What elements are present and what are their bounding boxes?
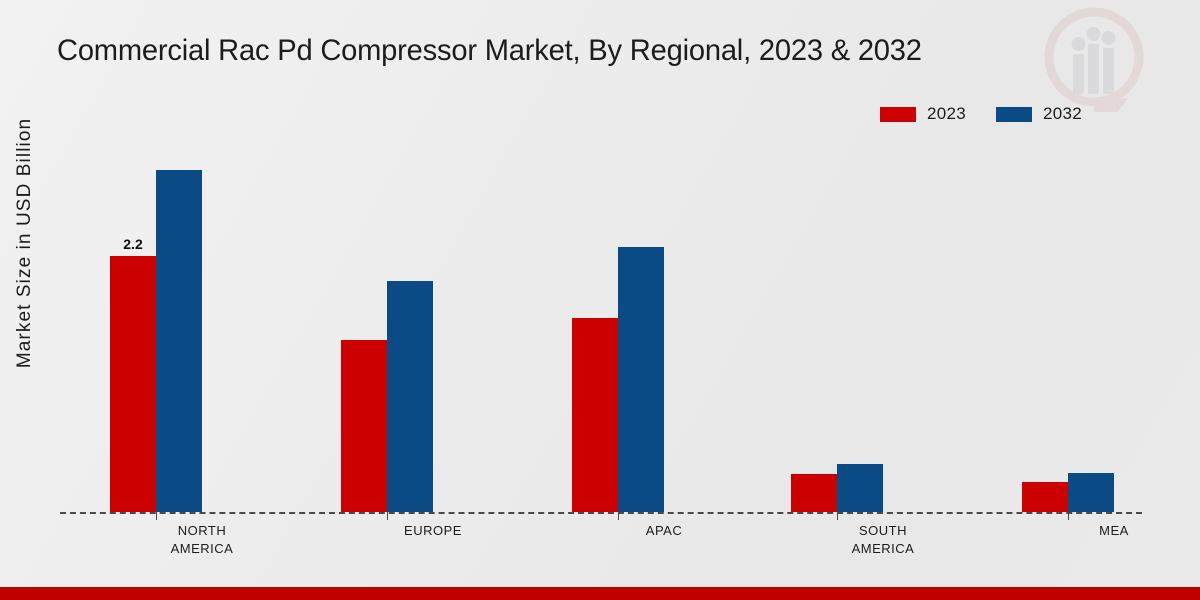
x-axis-tick — [618, 512, 619, 520]
bar-2023[interactable] — [791, 473, 837, 512]
bar-2032[interactable] — [1068, 472, 1114, 512]
category-label-line: NORTH — [177, 523, 227, 538]
bar-2023[interactable] — [110, 256, 156, 512]
category-label: EUROPE — [353, 522, 513, 540]
legend-item-2032[interactable]: 2032 — [995, 104, 1082, 124]
x-axis-tick — [837, 512, 838, 520]
x-axis-tick — [156, 512, 157, 520]
category-label-line: AMERICA — [851, 541, 915, 556]
y-axis-title: Market Size in USD Billion — [14, 117, 35, 369]
bar-2032[interactable] — [156, 170, 202, 512]
category-label-line: AMERICA — [170, 541, 234, 556]
category-label-line: MEA — [1099, 523, 1129, 538]
category-label-line: SOUTH — [859, 523, 907, 538]
chart-legend: 2023 2032 — [879, 104, 1082, 124]
category-label: SOUTH AMERICA — [803, 522, 963, 558]
bar-2032[interactable] — [618, 247, 664, 512]
x-axis-tick — [1068, 512, 1069, 520]
bar-2023[interactable] — [341, 340, 387, 512]
bar-2032[interactable] — [387, 280, 433, 512]
watermark-logo-icon — [1044, 7, 1144, 112]
legend-label-2023: 2023 — [926, 104, 966, 123]
x-axis-baseline — [60, 512, 1142, 514]
category-label: APAC — [584, 522, 744, 540]
category-label-line: APAC — [645, 523, 683, 538]
legend-swatch-2032 — [995, 106, 1032, 122]
category-label-line: EUROPE — [404, 523, 462, 538]
bar-2023[interactable] — [1022, 481, 1068, 512]
footer-bar — [0, 587, 1200, 600]
legend-item-2023[interactable]: 2023 — [879, 104, 966, 124]
legend-swatch-2023 — [879, 106, 916, 122]
bar-2023[interactable] — [572, 317, 618, 512]
category-label: MEA — [1034, 522, 1194, 540]
plot-area: 2.2 NORTH AMERICA EUROPE APAC SOUTH AMERICA ME… — [60, 140, 1142, 556]
chart-title: Commercial Rac Pd Compressor Market, By … — [57, 34, 922, 67]
bar-2032[interactable] — [837, 464, 883, 512]
category-label: NORTH AMERICA — [122, 522, 282, 558]
bar-value-label: 2.2 — [123, 236, 143, 253]
x-axis-tick — [387, 512, 388, 520]
legend-label-2032: 2032 — [1042, 104, 1082, 123]
